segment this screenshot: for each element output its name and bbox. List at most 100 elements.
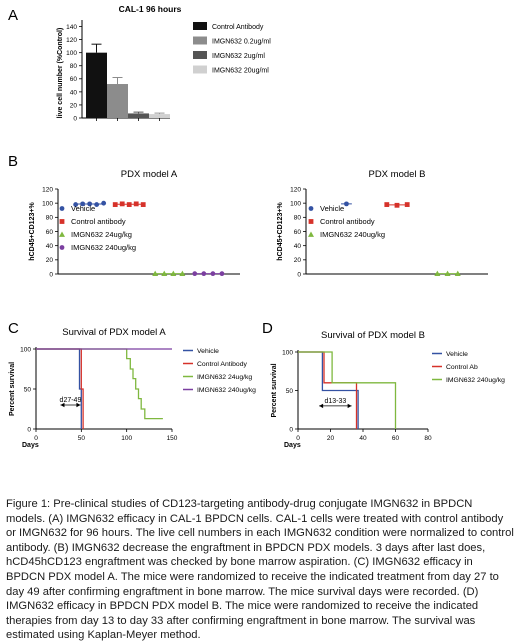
panel-b-data-point (101, 200, 107, 206)
panel-b-data-point (434, 270, 441, 277)
panel-c: C Survival of PDX model A Percent surviva… (8, 320, 256, 449)
panel-c-legend-label: IMGN632 240ug/kg (197, 387, 256, 394)
panel-b-ytick-label: 0 (49, 271, 53, 278)
panel-b-ytick-label: 120 (42, 186, 53, 193)
panel-d-arrowhead-left (319, 403, 324, 409)
panel-b-data-point (80, 201, 86, 207)
panel-c-chart-title: Survival of PDX model A (62, 327, 166, 338)
panel-b-data-point (73, 202, 79, 207)
panel-a-ytick-label: 120 (66, 37, 77, 44)
panel-d-survival-curve (298, 351, 397, 429)
panel-a-ytick-label: 20 (70, 102, 78, 109)
panel-b-ytick-label: 60 (46, 229, 54, 236)
panel-d-xtick-label: 40 (359, 435, 367, 442)
panel-a-legend-label: IMGN632 2ug/ml (212, 53, 265, 60)
panel-a-ytick-label: 100 (66, 50, 77, 57)
panel-b-legend-label: IMGN632 24ug/kg (71, 230, 132, 239)
panel-a-title: CAL-1 96 hours (119, 4, 182, 14)
panel-b-data-point (444, 270, 451, 277)
panel-b-ytick-label: 0 (297, 271, 301, 278)
panel-c-letter: C (8, 320, 19, 337)
panel-a-bar (86, 52, 107, 118)
panel-b-ytick-label: 80 (46, 215, 54, 222)
panel-b-data-point (161, 270, 168, 277)
panel-b-data-point (454, 270, 461, 277)
panel-c-xtick-label: 150 (167, 435, 178, 442)
panel-d-legend-label: IMGN632 240ug/kg (446, 377, 505, 384)
panel-b-data-point (394, 202, 400, 208)
panel-c-legend-label: Vehicle (197, 348, 219, 355)
panel-a-legend-label: IMGN632 20ug/ml (212, 68, 269, 75)
panel-c-ylabel: Percent survival (9, 362, 16, 416)
panel-d-ytick-label: 50 (286, 388, 294, 395)
panel-c-chart: Survival of PDX model A Percent survival D… (9, 327, 256, 449)
panel-a-ytick-label: 60 (70, 76, 78, 83)
panel-a-bar (149, 114, 170, 118)
panel-b-data-point (126, 202, 132, 207)
panel-b-data-point (94, 202, 100, 207)
panel-b-data-point (384, 202, 390, 207)
panel-c-xlabel: Days (22, 442, 39, 449)
panel-b-legend-label: Vehicle (320, 204, 344, 213)
panel-b-legend-marker (59, 206, 65, 211)
panel-b-data-point (219, 271, 225, 277)
panel-b-legend-marker (308, 219, 314, 224)
panel-c-survival-curve (36, 348, 82, 429)
panel-b-data-point (201, 271, 207, 277)
panel-d-xtick-label: 0 (296, 435, 300, 442)
panel-a-ytick-label: 40 (70, 89, 78, 96)
panel-c-arrowhead-left (60, 402, 65, 408)
panel-d-legend-label: Vehicle (446, 351, 468, 358)
panel-b-chart-title: PDX model A (121, 169, 178, 180)
panel-c-legend-label: Control Antibody (197, 361, 247, 368)
panel-d-letter: D (262, 320, 273, 337)
panel-b-ytick-label: 20 (46, 257, 54, 264)
panel-a-ylabel: live cell number (%Control) (57, 28, 64, 119)
panel-b-ytick-label: 80 (294, 215, 302, 222)
panel-d: D Survival of PDX model B Percent surviva… (262, 320, 505, 449)
panel-b-data-point (133, 201, 139, 207)
panel-b-data-point (152, 270, 159, 277)
panel-d-arrowhead-right (347, 403, 352, 409)
panel-b-chart-model-b: PDX model B hCD45+CD123+% 0 20 40 60 80 100 120 V… (277, 169, 488, 278)
panel-c-treatment-label: d27-49 (60, 397, 82, 404)
panel-a-bar (107, 84, 128, 118)
panel-a-ytick-label: 80 (70, 63, 78, 70)
panel-b-ytick-label: 40 (46, 243, 54, 250)
panel-d-survival-curve (298, 351, 359, 429)
panel-b-legend-marker (59, 245, 65, 250)
panel-b-legend-marker (59, 219, 65, 224)
panel-d-ytick-label: 100 (282, 349, 293, 356)
panel-a-legend-label: IMGN632 0.2ug/ml (212, 39, 271, 46)
panel-b-data-point (179, 270, 186, 277)
panel-b: B PDX model A hCD45+CD123+% 0 20 40 60 80 100 12… (8, 153, 488, 278)
panel-c-arrowhead-right (76, 402, 81, 408)
panel-b-legend-label: Vehicle (71, 204, 95, 213)
panel-d-xtick-label: 20 (327, 435, 335, 442)
panel-b-legend-label: Control antibody (71, 217, 126, 226)
panel-a-legend-label: Control Antibody (212, 24, 264, 31)
panel-a-bar (128, 113, 149, 118)
panel-d-xtick-label: 80 (424, 435, 432, 442)
panel-c-xtick-label: 100 (121, 435, 132, 442)
panel-b-data-point (210, 271, 216, 277)
figure-caption: Figure 1: Pre-clinical studies of CD123-… (6, 498, 514, 642)
panel-b-ytick-label: 60 (294, 229, 302, 236)
panel-c-survival-curve (36, 348, 84, 429)
panel-a-legend-swatch (193, 36, 207, 45)
panel-b-legend-marker (308, 206, 314, 211)
panel-b-data-point (119, 201, 125, 207)
panel-a-ytick-label: 140 (66, 24, 77, 31)
panel-b-ytick-label: 100 (290, 201, 301, 208)
panel-b-data-point (112, 202, 118, 207)
panel-a: A CAL-1 96 hours live cell number (%Cont… (8, 4, 271, 122)
panel-b-data-point (192, 271, 198, 277)
panel-c-ytick-label: 0 (27, 426, 31, 433)
panel-a-legend-swatch (193, 51, 207, 59)
panel-b-legend-marker (308, 231, 314, 237)
panel-d-treatment-label: d13-33 (324, 398, 346, 405)
panel-b-ylabel: hCD45+CD123+% (277, 202, 284, 261)
panel-b-ytick-label: 20 (294, 257, 302, 264)
panel-b-legend-label: Control antibody (320, 217, 375, 226)
